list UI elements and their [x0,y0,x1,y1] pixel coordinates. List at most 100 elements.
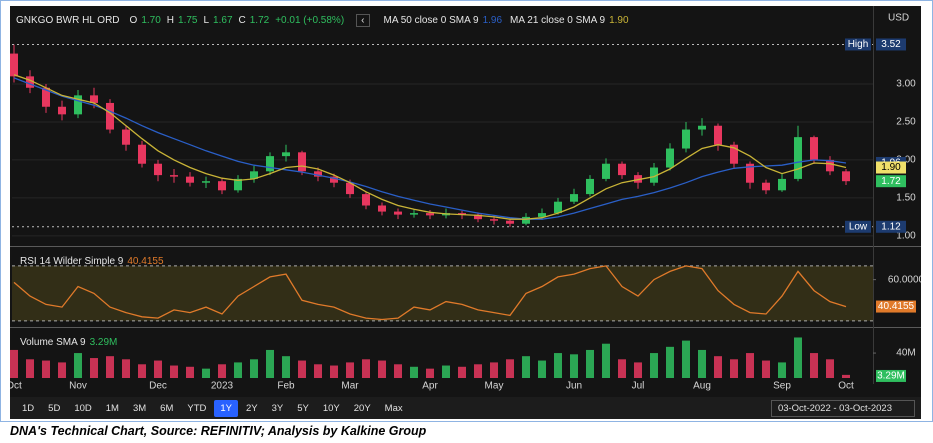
volume-bar [394,364,402,378]
x-tick-label: Jun [566,381,582,392]
volume-bar [650,353,658,378]
candle-body [362,194,370,206]
volume-bar [186,366,194,378]
candle-body [410,213,418,215]
range-button[interactable]: 6M [160,402,174,414]
marker-label: 3.29M [877,371,905,382]
volume-bar [490,362,498,378]
y-tick-label: 60.0000 [888,274,921,285]
range-button[interactable]: 20Y [353,402,371,414]
range-button[interactable]: 1Y [214,399,238,417]
quote-label: O [129,15,138,26]
marker-box [876,175,906,188]
volume-bar [266,349,274,378]
chart: 1.00 1.50 2.00 2.50 3.00 USD 3.52 High 1.96 1.90 1… [10,6,921,397]
candle-body [602,163,610,179]
candle-body [778,178,786,191]
candle-body [106,102,114,130]
change: +0.01 (+0.58%) [275,15,345,26]
volume-bar [714,356,722,378]
candle-body [842,171,850,182]
marker-name-box [845,38,871,51]
x-tick-label: Oct [10,381,22,392]
volume-bar [410,366,418,378]
volume-bar [538,360,546,378]
x-tick-label: Apr [422,381,438,392]
quote-value: 1.70 [141,15,161,26]
x-tick-label: Dec [149,381,167,392]
range-button[interactable]: 3Y [271,402,284,414]
volume-bar [378,360,386,378]
candle-body [346,182,354,195]
volume-bar [778,362,786,378]
candle-body [554,201,562,214]
range-button[interactable]: YTD [187,402,207,414]
volume-bar [458,366,466,378]
volume-bar [554,353,562,378]
candle-body [58,106,66,115]
range-button[interactable]: 2Y [245,402,258,414]
candle-body [42,87,50,107]
candle-body [378,205,386,212]
marker-box [876,38,906,51]
range-button[interactable]: 1M [105,402,119,414]
marker-label: 1.90 [881,162,901,173]
candle-body [90,95,98,103]
candle-body [810,137,818,160]
volume-bar [602,343,610,378]
toolbar: 1D 5D 10D 1M 3M 6M YTD 1Y 2Y 3Y 5Y 10Y 20Y Max 03-Oct-… [10,397,921,419]
candle-body [314,171,322,177]
candle-body [266,156,274,172]
candle-body [474,214,482,220]
range-button[interactable]: 1D [22,402,35,414]
volume-bar [90,358,98,378]
volume-bar [842,374,850,378]
panel-value: 40.4155 [127,256,164,267]
volume-bar [698,349,706,378]
panel-value: 3.29M [89,337,118,348]
volume-bar [154,360,162,378]
date-range[interactable]: 03-Oct-2022 - 03-Oct-2023 [770,400,915,417]
volume-bar [170,365,178,378]
legend-name: MA 21 close 0 SMA 9 [510,15,606,26]
candle-body [186,176,194,183]
candle-body [250,171,258,179]
range-button[interactable]: 5Y [297,402,309,414]
rsi-legend: RSI 14 Wilder Simple 9 40.4155 [20,256,164,267]
band-fill [12,265,873,321]
candle-body [634,175,642,183]
marker-name-box [845,220,871,233]
range-button[interactable]: 10Y [322,402,340,414]
volume-bar [42,360,50,378]
candle-body [330,176,338,183]
candle-body [570,194,578,202]
series-line [13,74,847,220]
marker-box [876,369,906,382]
x-tick-label: Feb [277,381,295,392]
candle-body [234,178,242,191]
range-button[interactable]: 3M [132,402,147,414]
panel-title: RSI 14 Wilder Simple 9 [20,256,124,267]
quote-value: 1.75 [178,15,198,26]
y-tick-label: 2.00 [896,155,916,166]
y-tick-label: 3.00 [896,79,916,90]
candle-body [394,211,402,215]
candle-body [282,152,290,157]
price-legend: GNKGO BWR HL ORD O 1.70 H 1.75 L 1.67 C 1.72 +0.0… [16,14,629,27]
currency-label: USD [888,13,909,24]
y-tick-label: 1.50 [896,193,916,204]
collapse-button[interactable]: ‹ [356,14,370,27]
candle-body [298,152,306,172]
range-button[interactable]: 10D [74,402,92,414]
candle-body [746,163,754,183]
candle-body [730,144,738,164]
marker-label: 1.12 [881,221,901,232]
candle-body [122,129,130,145]
x-tick-label: Sep [773,381,791,392]
x-tick-label: May [485,381,504,392]
range-button[interactable]: Max [384,402,403,414]
volume-bar [298,360,306,378]
volume-bar [506,359,514,378]
range-button[interactable]: 5D [48,402,61,414]
